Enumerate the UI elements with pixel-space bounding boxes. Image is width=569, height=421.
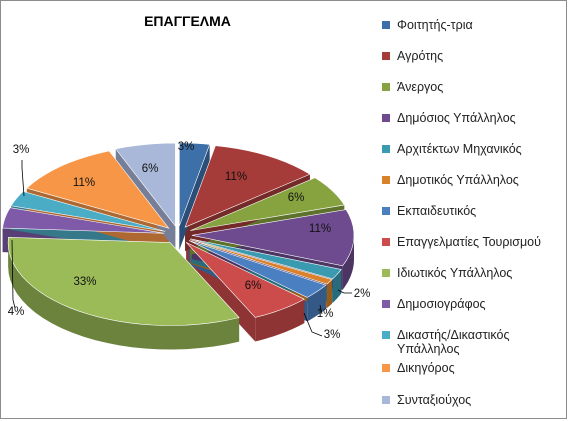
data-label-7: 6% (245, 280, 262, 292)
pie-slice-0 (179, 142, 211, 227)
data-label-9: 4% (8, 306, 25, 318)
data-label-4: 2% (354, 288, 371, 300)
pie-slice-side-6 (307, 285, 326, 322)
data-label-12: 6% (142, 163, 159, 175)
legend-swatch (382, 21, 390, 29)
chart-title: ΕΠΑΓΓΕΛΜΑ (144, 13, 231, 29)
pie-slice-12 (115, 142, 176, 227)
pie-slice-side-8 (8, 242, 240, 350)
data-label-0: 3% (178, 141, 195, 153)
legend-swatch (382, 300, 390, 308)
pie-slice-side-5 (326, 279, 333, 309)
legend-swatch (382, 207, 390, 215)
legend-swatch (382, 114, 390, 122)
data-label-8: 33% (73, 276, 96, 288)
legend-swatch (382, 176, 390, 184)
data-label-10: 3% (13, 144, 30, 156)
legend-swatch (382, 269, 390, 277)
pie-tops (2, 142, 355, 326)
data-label-6: 3% (324, 329, 341, 341)
legend-label: Φοιτητής-τρια (397, 18, 473, 32)
pie-slice-side-3 (342, 235, 354, 290)
legend-label: Δικαστής/Δικαστικός Υπάλληλος (397, 328, 510, 356)
legend-label: Αγρότης (397, 49, 444, 63)
data-label-2: 6% (288, 192, 305, 204)
leader-line-5 (319, 304, 323, 315)
leader-line-9 (11, 239, 16, 309)
legend-swatch (382, 145, 390, 153)
legend-label: Συνταξιούχος (397, 393, 472, 407)
legend-swatch (382, 364, 390, 372)
pie-slice-5 (189, 239, 333, 285)
leader-lines (11, 160, 352, 337)
legend-label: Δημοσιογράφος (397, 297, 486, 311)
legend-label: Ιδιωτικός Υπάλληλος (397, 266, 513, 280)
data-labels: 3% 11% 6% 11% 2% 1% 3% 6% 33% 4% 3% 11% 6% (8, 141, 371, 341)
legend-label: Άνεργος (397, 80, 444, 94)
pie-slice-9 (2, 207, 165, 234)
legend-label: Δημοτικός Υπάλληλος (397, 173, 519, 187)
legend-label: Δημόσιος Υπάλληλος (397, 111, 516, 125)
legend-swatch (382, 396, 390, 404)
pie-slice-2 (190, 177, 345, 231)
data-label-1: 11% (225, 171, 247, 183)
pie-slice-4 (190, 238, 342, 280)
leader-line-6 (303, 312, 323, 337)
pie-slice-10 (10, 191, 166, 232)
leader-line-10 (21, 160, 25, 197)
pie-slice-side-4 (332, 269, 342, 303)
legend-swatch (382, 83, 390, 91)
leader-line-4 (337, 289, 352, 294)
pie-slice-11 (26, 150, 170, 229)
legend-swatch (382, 238, 390, 246)
pie-slice-1 (184, 145, 311, 228)
legend-swatch (382, 331, 390, 339)
pie-slice-7 (186, 242, 305, 318)
data-label-5: 1% (317, 308, 334, 320)
legend-label: Αρχιτέκτων Μηχανικός (397, 142, 522, 156)
data-label-3: 11% (309, 223, 331, 235)
legend-label: Εκπαιδευτικός (397, 204, 477, 218)
data-label-11: 11% (73, 177, 95, 189)
legend-label: Δικηγόρος (397, 361, 455, 375)
pie-slice-side-7 (255, 299, 305, 342)
legend-swatch (382, 52, 390, 60)
pie-slice-6 (188, 240, 327, 298)
legend-label: Επαγγελματίες Τουρισμού (397, 235, 541, 249)
pie-slice-3 (191, 209, 355, 267)
